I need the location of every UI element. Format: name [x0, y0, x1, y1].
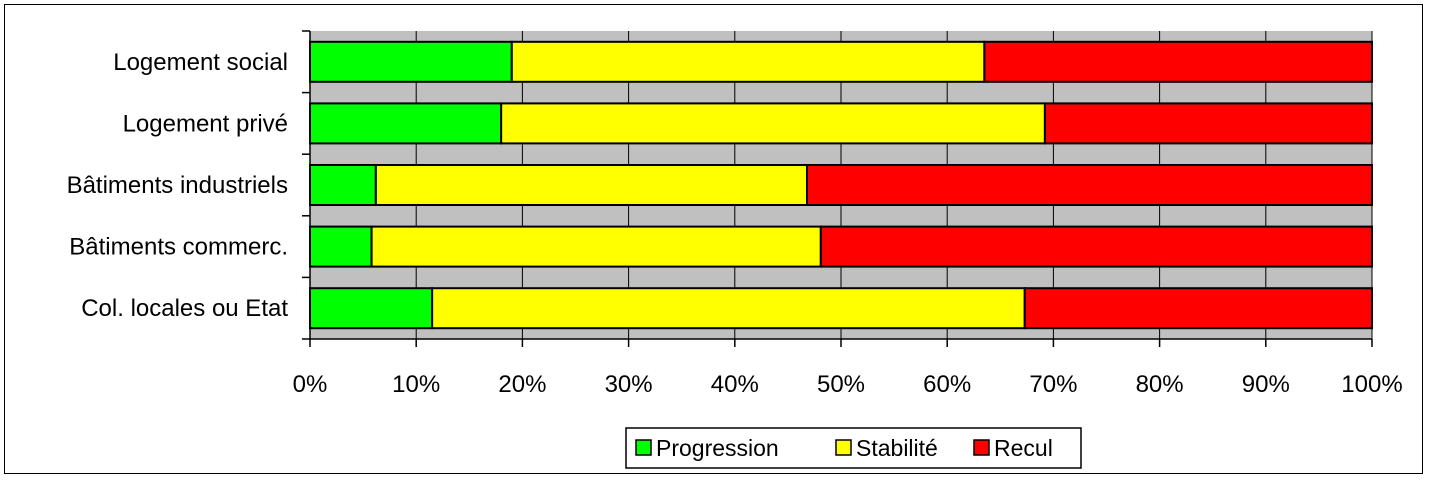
x-tick-label: 100% — [1341, 371, 1402, 398]
category-label: Logement privé — [123, 110, 288, 137]
x-tick-label: 40% — [711, 371, 759, 398]
category-label: Col. locales ou Etat — [81, 295, 288, 322]
bar-segment — [370, 225, 822, 268]
bar-segment — [309, 102, 503, 145]
bar-segment — [309, 40, 513, 83]
bar-segment — [374, 164, 809, 206]
legend-label: Progression — [656, 435, 779, 461]
category-label: Logement social — [113, 49, 288, 76]
x-tick-labels: 0% 10% 20% 30% 40% 50% 60% 70% 80% 90% 100% — [293, 371, 1403, 398]
bar-segment — [309, 225, 373, 268]
x-tick-label: 80% — [1136, 371, 1184, 398]
bar-segment — [309, 287, 434, 330]
x-tick-label: 10% — [392, 371, 440, 398]
legend-label: Recul — [994, 435, 1053, 461]
bar-segment — [510, 40, 986, 83]
x-tick-label: 60% — [923, 371, 971, 398]
x-tick-label: 20% — [498, 371, 546, 398]
bar-segment — [431, 287, 1026, 330]
legend-swatch — [835, 439, 852, 456]
bar-segment — [1023, 287, 1373, 330]
bar-segment — [806, 164, 1373, 206]
bar-segment — [309, 164, 377, 206]
x-tick-label: 90% — [1242, 371, 1290, 398]
x-tick-label: 70% — [1029, 371, 1077, 398]
bar-segment — [1043, 102, 1374, 145]
bars — [309, 40, 1374, 330]
legend: Progression Stabilité Recul — [625, 427, 1082, 469]
axes — [302, 30, 1373, 347]
legend-box — [625, 427, 1082, 469]
legend-swatch — [973, 439, 990, 456]
x-tick-label: 50% — [817, 371, 865, 398]
bar-segment — [983, 40, 1373, 83]
x-tick-label: 30% — [605, 371, 653, 398]
bar-segment — [819, 225, 1373, 268]
legend-label: Stabilité — [856, 435, 938, 461]
bar-segment — [500, 102, 1046, 145]
legend-swatch — [635, 439, 652, 456]
category-label: Bâtiments commerc. — [69, 234, 288, 261]
category-label: Bâtiments industriels — [67, 172, 288, 199]
category-labels: Logement social Logement privé Bâtiments i… — [67, 49, 289, 322]
x-tick-label: 0% — [293, 371, 328, 398]
